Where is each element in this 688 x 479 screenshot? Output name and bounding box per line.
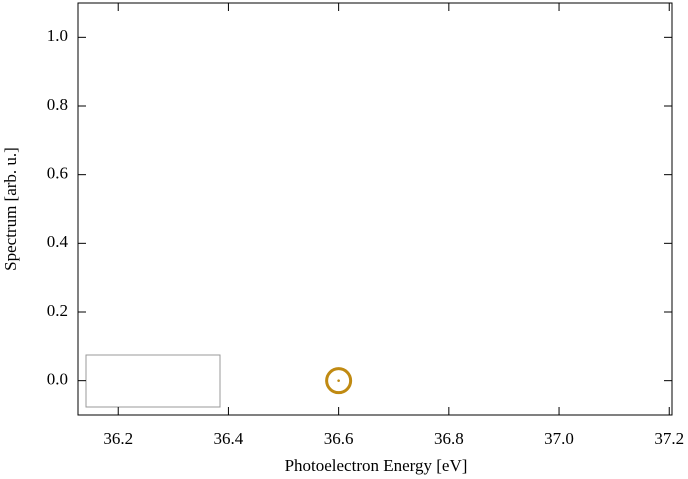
x-tick-label: 37.0 <box>544 429 574 448</box>
y-tick-label: 0.6 <box>47 164 68 183</box>
y-tick-label: 0.8 <box>47 95 68 114</box>
x-axis-label: Photoelectron Energy [eV] <box>285 456 468 475</box>
plot-frame <box>77 2 673 416</box>
point <box>325 367 353 395</box>
y-tick-label: 1.0 <box>47 26 68 45</box>
y-tick-label: 0.0 <box>47 370 68 389</box>
x-tick-label: 37.2 <box>654 429 684 448</box>
point-center <box>337 379 340 382</box>
x-tick-label: 36.6 <box>324 429 354 448</box>
y-axis-label: Spectrum [arb. u.] <box>1 147 20 271</box>
x-tick-label: 36.8 <box>434 429 464 448</box>
x-tick-label: 36.4 <box>214 429 244 448</box>
legend-box <box>85 354 221 408</box>
x-tick-label: 36.2 <box>103 429 133 448</box>
y-tick-label: 0.2 <box>47 301 68 320</box>
y-tick-label: 0.4 <box>47 232 69 251</box>
